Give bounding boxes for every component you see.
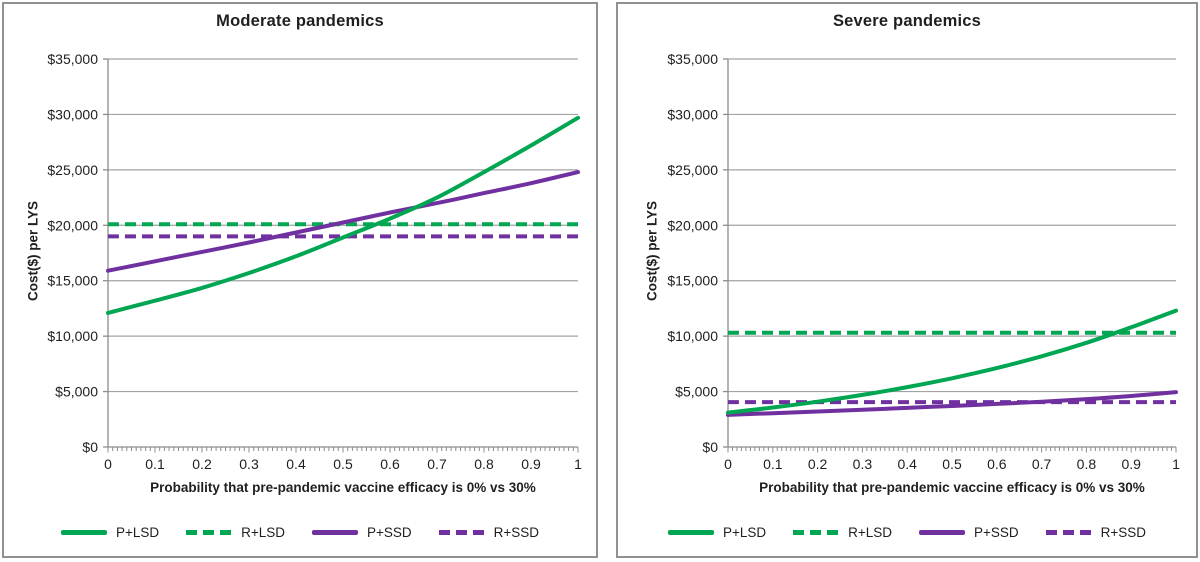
chart-title: Severe pandemics <box>832 12 982 30</box>
legend-label: R+SSD <box>493 525 540 540</box>
y-tick-label: $5,000 <box>55 384 98 400</box>
x-tick-label: 0 <box>724 456 732 472</box>
dashed-line-swatch-icon <box>1045 530 1092 535</box>
dashed-line-swatch-icon <box>793 530 840 535</box>
y-tick-label: $35,000 <box>47 51 98 67</box>
x-tick-label: 0.3 <box>853 456 873 472</box>
x-tick-label: 0.3 <box>239 456 259 472</box>
axes <box>103 58 578 448</box>
legend-label: P+SSD <box>974 525 1019 540</box>
solid-line-swatch-icon <box>312 530 358 535</box>
legend: P+LSD R+LSD P+SSD R+SSD <box>616 525 1198 540</box>
plot-area: $0 $5,000 $10,000 $15,000 $20,000 $25,000 $30,… <box>667 51 1180 472</box>
series-line-P+LSD <box>106 115 580 315</box>
legend-label: R+LSD <box>848 525 892 540</box>
solid-line-swatch-icon <box>667 530 714 535</box>
x-tick-label: 0.7 <box>1032 456 1052 472</box>
x-tick-labels: 0 0.1 0.2 0.3 0.4 0.5 0.6 0.7 0.8 0.9 1 <box>104 456 582 472</box>
y-tick-label: $15,000 <box>667 273 718 289</box>
x-tick-label: 0.2 <box>808 456 828 472</box>
solid-line-swatch-icon <box>60 530 107 535</box>
x-tick-label: 0 <box>104 456 112 472</box>
gridlines <box>728 58 1176 393</box>
legend-item-P+SSD: P+SSD <box>312 525 412 540</box>
legend-label: R+LSD <box>241 525 285 540</box>
legend-label: R+SSD <box>1100 525 1147 540</box>
chart-title: Moderate pandemics <box>216 12 384 30</box>
legend-label: P+SSD <box>367 525 412 540</box>
x-tick-label: 0.8 <box>474 456 494 472</box>
solid-line-swatch-icon <box>919 530 965 535</box>
y-tick-label: $10,000 <box>667 328 718 344</box>
legend: P+LSD R+LSD P+SSD R+SSD <box>2 525 598 540</box>
chart-panel-moderate-pandemics: Moderate pandemics Cost($) per LYS $0 $5,… <box>2 2 598 558</box>
y-tick-label: $10,000 <box>47 328 98 344</box>
y-tick-label: $0 <box>702 439 718 455</box>
x-tick-label: 0.6 <box>987 456 1007 472</box>
y-tick-label: $20,000 <box>47 217 98 233</box>
series-line-P+LSD <box>726 308 1178 415</box>
y-tick-label: $15,000 <box>47 273 98 289</box>
x-axis-title: Probability that pre-pandemic vaccine ef… <box>759 480 1145 495</box>
axes <box>723 58 1176 448</box>
y-tick-label: $30,000 <box>667 106 718 122</box>
legend-item-P+SSD: P+SSD <box>919 525 1019 540</box>
legend-item-R+LSD: R+LSD <box>793 525 892 540</box>
y-tick-labels: $0 $5,000 $10,000 $15,000 $20,000 $25,000 $30,… <box>667 51 718 455</box>
x-tick-label: 0.9 <box>1121 456 1141 472</box>
series-line-P+SSD <box>106 170 580 273</box>
y-tick-label: $35,000 <box>667 51 718 67</box>
x-tick-label: 0.1 <box>763 456 783 472</box>
dashed-line-swatch-icon <box>186 530 233 535</box>
x-tick-label: 0.2 <box>192 456 212 472</box>
x-tick-label: 0.1 <box>145 456 165 472</box>
x-tick-label: 1 <box>1172 456 1180 472</box>
x-tick-label: 0.5 <box>333 456 353 472</box>
x-tick-label: 0.5 <box>942 456 962 472</box>
plot-area: $0 $5,000 $10,000 $15,000 $20,000 $25,000 $30,… <box>47 51 582 472</box>
y-tick-label: $25,000 <box>667 162 718 178</box>
x-minor-ticks <box>107 447 579 453</box>
y-tick-label: $25,000 <box>47 162 98 178</box>
dashed-line-swatch-icon <box>438 530 485 535</box>
legend-item-R+LSD: R+LSD <box>186 525 285 540</box>
legend-label: P+LSD <box>115 525 160 540</box>
x-tick-label: 0.4 <box>286 456 306 472</box>
x-tick-labels: 0 0.1 0.2 0.3 0.4 0.5 0.6 0.7 0.8 0.9 1 <box>724 456 1180 472</box>
x-tick-label: 0.4 <box>897 456 917 472</box>
x-tick-label: 0.9 <box>521 456 541 472</box>
x-tick-label: 0.7 <box>427 456 447 472</box>
chart-panel-severe-pandemics: Severe pandemics Cost($) per LYS $0 $5,00… <box>616 2 1198 558</box>
y-tick-labels: $0 $5,000 $10,000 $15,000 $20,000 $25,000 $30,… <box>47 51 98 455</box>
legend-label: P+LSD <box>722 525 767 540</box>
x-axis-title: Probability that pre-pandemic vaccine ef… <box>150 480 536 495</box>
series-line-P+SSD <box>726 390 1178 417</box>
x-tick-label: 0.8 <box>1077 456 1097 472</box>
y-tick-label: $0 <box>82 439 98 455</box>
legend-item-R+SSD: R+SSD <box>1045 525 1147 540</box>
x-minor-ticks <box>727 447 1177 453</box>
y-tick-label: $20,000 <box>667 217 718 233</box>
legend-item-P+LSD: P+LSD <box>667 525 767 540</box>
y-tick-label: $5,000 <box>675 384 718 400</box>
legend-item-P+LSD: P+LSD <box>60 525 160 540</box>
y-tick-label: $30,000 <box>47 106 98 122</box>
x-tick-label: 1 <box>574 456 582 472</box>
x-tick-label: 0.6 <box>380 456 400 472</box>
legend-item-R+SSD: R+SSD <box>438 525 540 540</box>
